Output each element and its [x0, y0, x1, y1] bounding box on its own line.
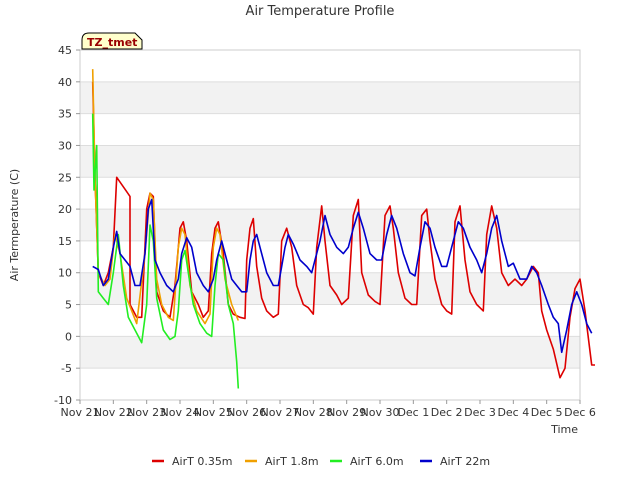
x-tick-label: Nov 29	[327, 406, 366, 419]
y-tick-label: 25	[58, 171, 72, 184]
y-axis-title: Air Termperature (C)	[8, 169, 21, 281]
x-tick-label: Nov 24	[161, 406, 200, 419]
y-tick-label: 20	[58, 203, 72, 216]
x-tick-label: Dec 4	[497, 406, 529, 419]
legend-label: AirT 6.0m	[350, 455, 404, 468]
x-tick-label: Nov 25	[194, 406, 233, 419]
series-line-3	[91, 113, 240, 389]
series-line-4	[92, 198, 593, 354]
x-tick-label: Nov 22	[94, 406, 133, 419]
y-tick-label: 30	[58, 139, 72, 152]
x-tick-label: Dec 2	[431, 406, 463, 419]
x-tick-label: Nov 26	[227, 406, 266, 419]
y-tick-label: -5	[61, 362, 72, 375]
plot-background-bands	[80, 81, 580, 369]
y-tick-label: 5	[65, 299, 72, 312]
x-tick-label: Nov 28	[294, 406, 333, 419]
y-tick-label: 40	[58, 76, 72, 89]
x-axis-title: Time	[550, 423, 578, 436]
y-tick-label: 0	[65, 330, 72, 343]
x-tick-label: Dec 5	[531, 406, 563, 419]
legend-label: AirT 0.35m	[172, 455, 233, 468]
background-band	[80, 145, 580, 178]
y-tick-label: 45	[58, 44, 72, 57]
y-axis-ticks: -10 -5 0 5 10 15 20 25 30 35 40 45	[54, 44, 80, 407]
badge-box	[81, 32, 143, 50]
x-tick-label: Nov 21	[61, 406, 100, 419]
y-tick-label: 10	[58, 267, 72, 280]
series-lines	[91, 69, 595, 389]
legend: AirT 0.35m AirT 1.8m AirT 6.0m AirT 22m	[152, 455, 490, 468]
legend-label: AirT 22m	[440, 455, 490, 468]
x-tick-label: Dec 3	[464, 406, 496, 419]
background-band	[80, 336, 580, 369]
chart-title: Air Temperature Profile	[246, 4, 395, 19]
plot-frame	[79, 49, 581, 401]
station-badge: TZ_tmet	[81, 32, 143, 50]
x-tick-label: Dec 1	[397, 406, 429, 419]
y-tick-label: 35	[58, 108, 72, 121]
x-tick-label: Nov 30	[361, 406, 400, 419]
y-tick-label: -10	[54, 394, 72, 407]
x-tick-label: Dec 6	[564, 406, 596, 419]
x-tick-label: Nov 27	[261, 406, 300, 419]
y-tick-label: 15	[58, 235, 72, 248]
badge-text: TZ_tmet	[87, 36, 137, 49]
background-band	[80, 81, 580, 114]
legend-label: AirT 1.8m	[265, 455, 319, 468]
x-tick-label: Nov 23	[127, 406, 166, 419]
